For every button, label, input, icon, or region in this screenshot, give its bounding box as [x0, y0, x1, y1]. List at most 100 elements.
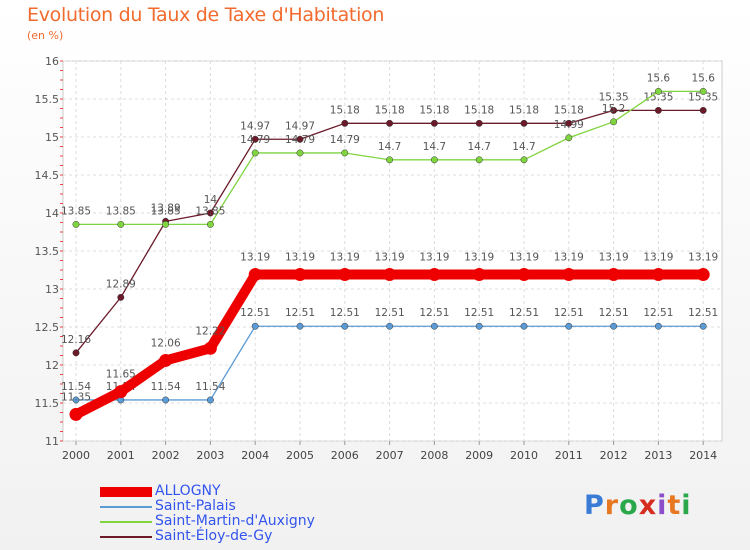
- logo-letter: i: [657, 490, 668, 521]
- data-point: [296, 322, 304, 330]
- data-point: [117, 293, 125, 301]
- data-point: [293, 268, 307, 282]
- data-point: [72, 220, 80, 228]
- data-point: [610, 118, 618, 126]
- data-point: [251, 149, 259, 157]
- data-point: [472, 268, 486, 282]
- data-point: [341, 322, 349, 330]
- x-tick-label: 2008: [420, 449, 448, 462]
- data-point: [517, 268, 531, 282]
- data-label: 12.22: [195, 325, 225, 337]
- plot-area: 11 11.5 12 12.5 13 13.5 14 14.5 15 15.5 16 2000 2001…: [35, 55, 723, 462]
- data-point: [162, 220, 170, 228]
- data-point: [565, 322, 573, 330]
- legend-label: Saint-Éloy-de-Gy: [155, 528, 273, 544]
- data-label: 13.85: [195, 205, 225, 217]
- data-label: 14: [204, 194, 218, 206]
- data-point: [72, 396, 80, 404]
- data-point: [251, 135, 259, 143]
- data-point: [296, 135, 304, 143]
- data-point: [338, 268, 352, 282]
- x-tick-label: 2011: [555, 449, 583, 462]
- data-label: 14.97: [240, 120, 270, 132]
- data-point: [610, 322, 618, 330]
- data-label: 15.35: [643, 91, 673, 103]
- data-label: 12.89: [106, 278, 136, 290]
- data-point: [699, 106, 707, 114]
- logo-letter: o: [619, 490, 639, 521]
- data-point: [654, 87, 662, 95]
- data-point: [203, 341, 217, 355]
- series-0: 11.35 11.65 12.06 12.22 13.19 13.19 13.19 13.19…: [61, 252, 718, 421]
- legend-swatch: [100, 499, 152, 514]
- data-label: 11.35: [61, 391, 91, 403]
- data-label: 12.51: [240, 307, 270, 319]
- data-point: [520, 156, 528, 164]
- data-label: 14.99: [554, 119, 584, 131]
- data-point: [699, 87, 707, 95]
- data-label: 13.19: [554, 252, 584, 264]
- data-point: [386, 119, 394, 127]
- data-label: 15.18: [554, 104, 584, 116]
- data-label: 12.51: [285, 307, 315, 319]
- logo-letter: t: [667, 490, 682, 521]
- data-point: [520, 322, 528, 330]
- x-tick-label: 2001: [107, 449, 135, 462]
- data-point: [565, 119, 573, 127]
- chart-title: Evolution du Taux de Taxe d'Habitation: [27, 4, 385, 26]
- data-point: [206, 396, 214, 404]
- y-tick-label: 13.5: [35, 245, 60, 258]
- data-point: [159, 353, 173, 367]
- data-point: [475, 119, 483, 127]
- x-tick-label: 2010: [510, 449, 538, 462]
- x-tick-label: 2009: [465, 449, 493, 462]
- data-label: 13.19: [599, 252, 629, 264]
- data-label: 12.51: [375, 307, 405, 319]
- data-label: 15.2: [602, 103, 625, 115]
- data-label: 13.19: [419, 252, 449, 264]
- data-label: 12.16: [61, 334, 91, 346]
- data-point: [610, 106, 618, 114]
- data-label: 13.19: [285, 252, 315, 264]
- x-tick-label: 2003: [196, 449, 224, 462]
- y-tick-label: 15: [45, 131, 59, 144]
- data-point: [162, 396, 170, 404]
- data-label: 11.54: [61, 381, 91, 393]
- data-label: 13.19: [509, 252, 539, 264]
- data-label: 12.51: [509, 307, 539, 319]
- proxiti-logo: Proxiti: [584, 490, 692, 521]
- data-label: 13.19: [240, 252, 270, 264]
- data-point: [565, 134, 573, 142]
- data-label: 14.7: [512, 141, 535, 153]
- data-label: 12.51: [419, 307, 449, 319]
- data-label: 12.06: [151, 337, 181, 349]
- data-point: [386, 156, 394, 164]
- legend-label: Saint-Palais: [155, 498, 236, 514]
- data-point: [248, 268, 262, 282]
- x-tick-label: 2007: [376, 449, 404, 462]
- data-label: 14.79: [240, 134, 270, 146]
- data-label: 11.65: [106, 369, 136, 381]
- data-label: 14.97: [285, 120, 315, 132]
- data-label: 14.7: [378, 141, 401, 153]
- data-point: [206, 209, 214, 217]
- y-tick-label: 16: [45, 55, 59, 68]
- data-label: 15.6: [692, 72, 716, 84]
- data-point: [296, 149, 304, 157]
- data-point: [430, 322, 438, 330]
- data-label: 13.19: [330, 252, 360, 264]
- y-tick-label: 12.5: [35, 321, 60, 334]
- x-tick-label: 2006: [331, 449, 359, 462]
- data-label: 13.85: [106, 205, 136, 217]
- data-point: [430, 156, 438, 164]
- x-tick-label: 2013: [644, 449, 672, 462]
- data-label: 15.18: [509, 104, 539, 116]
- data-point: [383, 268, 397, 282]
- legend-swatch: [100, 529, 152, 544]
- data-point: [69, 407, 83, 421]
- legend-swatch: [100, 484, 152, 499]
- data-point: [651, 268, 665, 282]
- data-label: 14.79: [285, 134, 315, 146]
- legend-swatch: [100, 514, 152, 529]
